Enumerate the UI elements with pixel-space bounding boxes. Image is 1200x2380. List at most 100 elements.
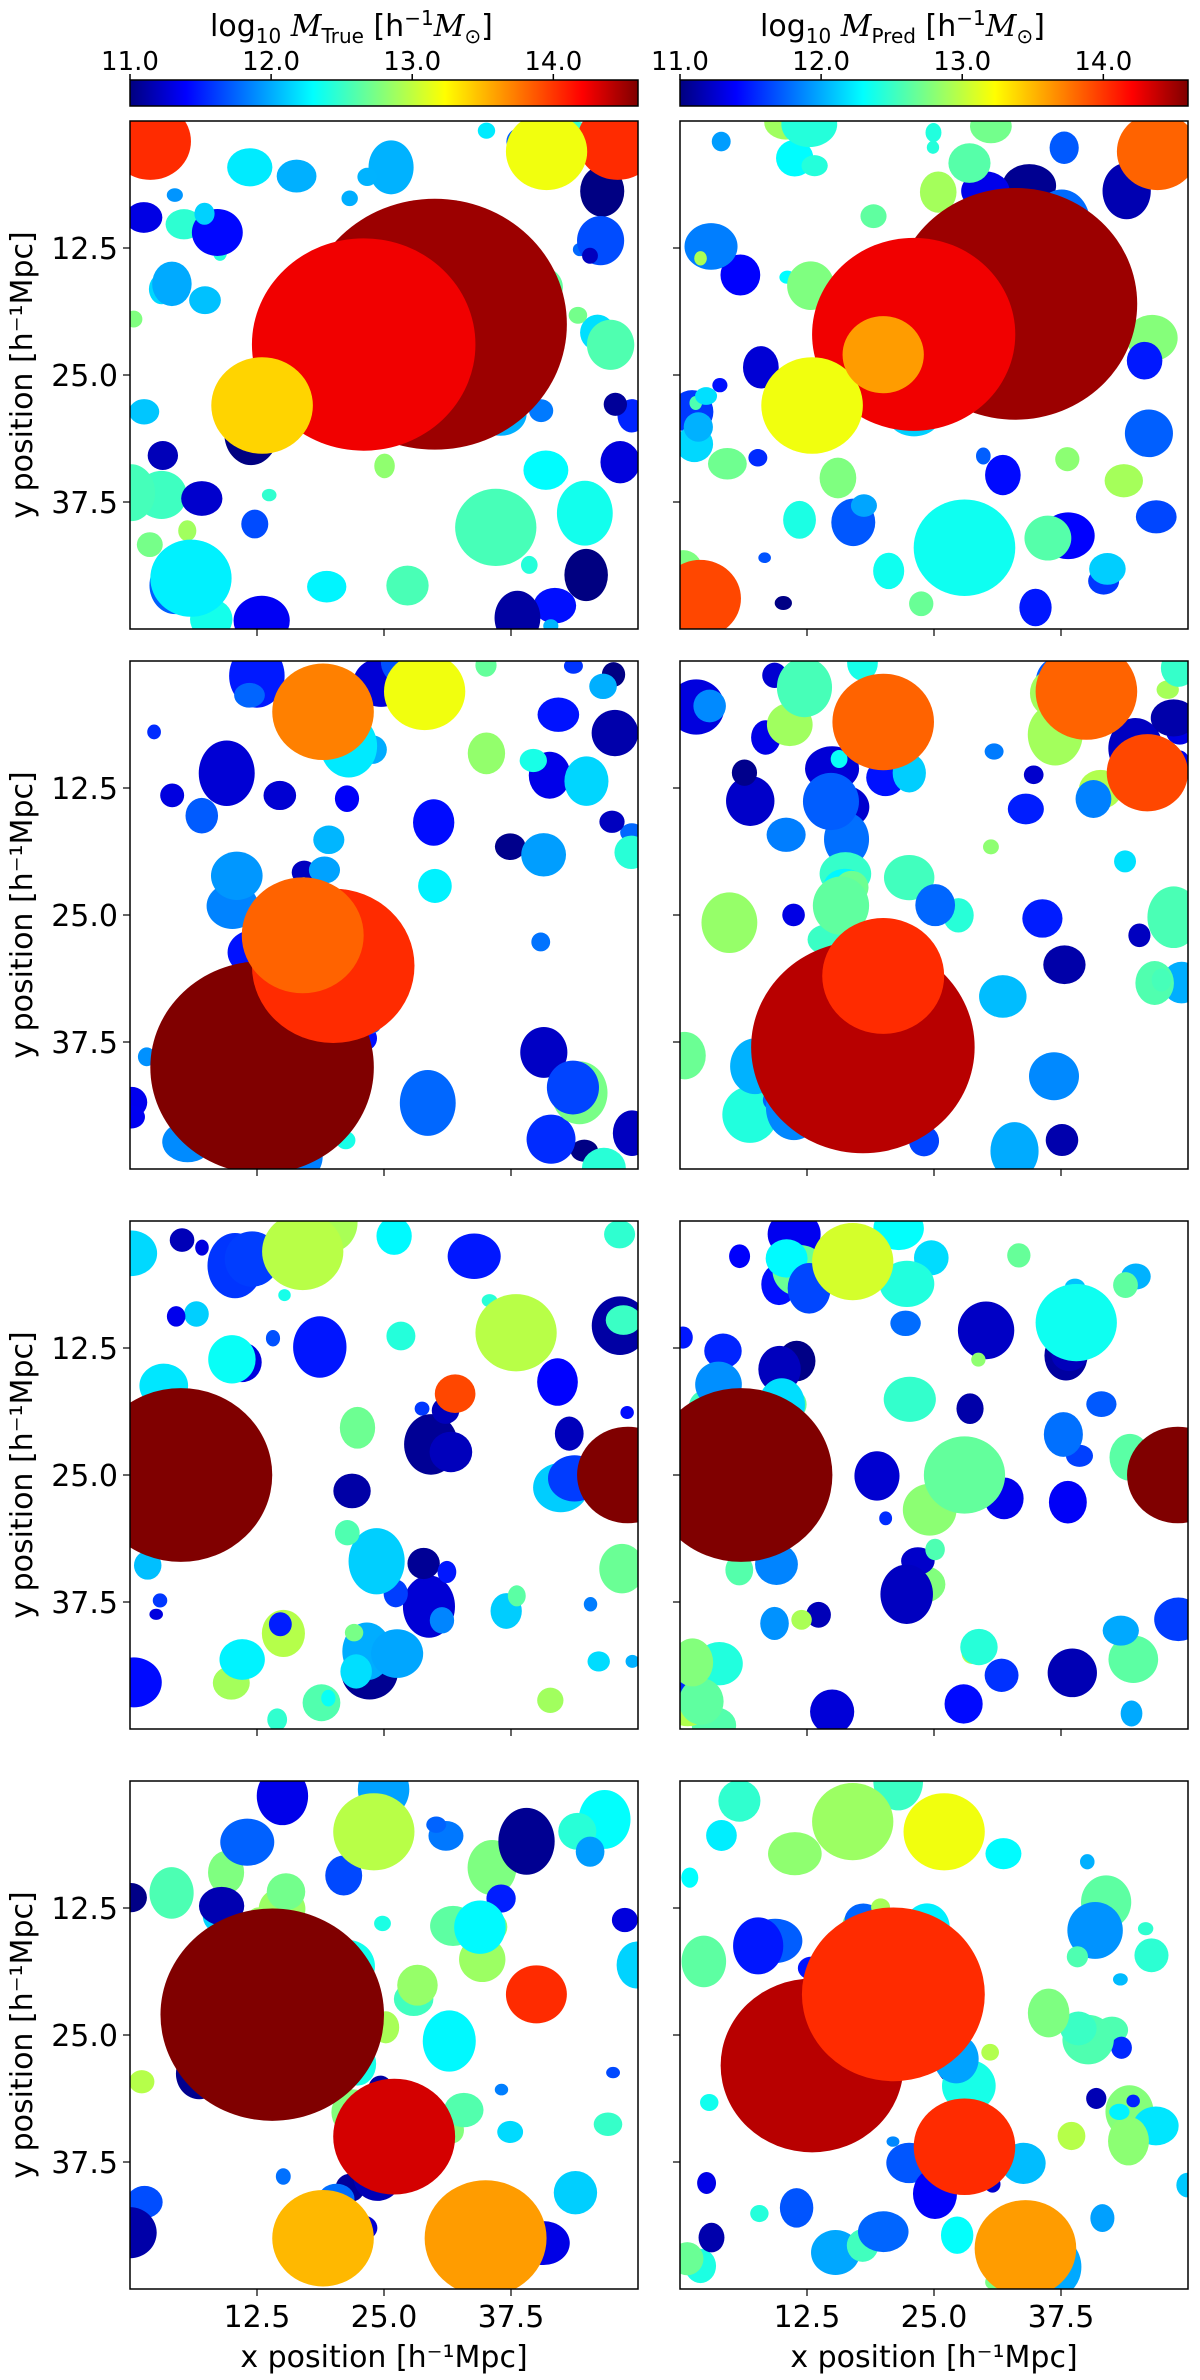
halo [1126, 2094, 1140, 2108]
halo [890, 1310, 921, 1337]
halo [429, 1431, 473, 1473]
halo [1112, 1973, 1128, 1986]
halo [857, 2211, 909, 2253]
halo [130, 1657, 162, 1708]
halo [531, 932, 551, 952]
halo [374, 453, 395, 479]
panel-row4-pred: 12.5 25.0 37.5 x position [h⁻¹Mpc] [673, 1780, 1189, 2375]
halo [444, 2092, 484, 2128]
halo [985, 454, 1021, 496]
halo [979, 975, 1027, 1018]
halo-major [211, 357, 313, 454]
halo [783, 500, 816, 539]
halo [1075, 780, 1112, 818]
halo [750, 2204, 769, 2223]
halo [760, 1606, 789, 1640]
halo [984, 743, 1004, 760]
panel-row3-true: 12.5 25.0 37.5 y position [h⁻¹Mpc] [5, 1220, 639, 1736]
halo [189, 286, 221, 315]
halo-major [974, 2200, 1077, 2289]
halo [266, 1873, 306, 1911]
halo [169, 1228, 195, 1252]
halo [1120, 1700, 1143, 1727]
halo [1024, 515, 1072, 561]
halo [591, 709, 638, 757]
y-tick-label: 12.5 [51, 772, 118, 807]
halo [983, 839, 999, 855]
halo [293, 1316, 347, 1378]
halo [152, 261, 192, 307]
panel-row4-true: 12.5 25.0 37.5 12.5 25.0 37.5 y position [h⁻¹M… [5, 1780, 639, 2375]
panel-row1-pred [673, 120, 1189, 636]
halo [194, 202, 215, 225]
halo [533, 587, 577, 624]
halo-major [822, 918, 945, 1034]
halo [605, 1305, 638, 1335]
halo [575, 1836, 605, 1867]
halo-major [903, 1793, 985, 1871]
halo [612, 1110, 638, 1156]
y-tick-label: 37.5 [51, 486, 118, 521]
halo [507, 1585, 526, 1607]
halo [1126, 341, 1163, 380]
halo [477, 122, 496, 139]
colorbar-tick-label: 14.0 [1074, 47, 1132, 77]
halo [1150, 699, 1188, 737]
halo [957, 1301, 1015, 1360]
halo [1022, 899, 1063, 938]
halo [210, 851, 263, 900]
halo [130, 2207, 157, 2259]
colorbar-tick-label: 12.0 [242, 47, 300, 77]
halo [234, 682, 265, 708]
halo [429, 1607, 455, 1634]
halo [830, 750, 848, 769]
halo [926, 140, 940, 154]
y-axis-label: y position [h⁻¹Mpc] [5, 771, 40, 1058]
halo [614, 835, 638, 870]
halo [149, 1867, 194, 1919]
y-tick-label: 37.5 [51, 1586, 118, 1621]
y-tick-label: 37.5 [51, 2146, 118, 2181]
halo [1086, 2087, 1107, 2109]
halo [371, 1629, 424, 1678]
halo [1045, 1123, 1079, 1157]
halo [698, 2222, 725, 2253]
x-tick-label: 37.5 [1028, 2300, 1095, 2335]
halo [810, 1689, 855, 1729]
colorbar-title-true: log10 MTrue [h−1M⊙] [210, 6, 493, 48]
y-tick-label: 25.0 [51, 359, 118, 394]
halo [437, 1560, 457, 1584]
x-tick-label: 12.5 [224, 2300, 291, 2335]
halo [940, 2216, 974, 2254]
halo [599, 1543, 638, 1594]
halo [1151, 968, 1172, 992]
x-tick-label: 37.5 [478, 2300, 545, 2335]
halo [166, 188, 183, 202]
halo [341, 190, 358, 207]
halo [700, 2093, 719, 2111]
halo [970, 121, 1012, 144]
colorbar-tick-label: 14.0 [524, 47, 582, 77]
halo [718, 1781, 761, 1822]
halo-major [333, 2078, 456, 2195]
halo-major [1116, 121, 1188, 191]
halo [307, 570, 347, 603]
halo [758, 552, 771, 564]
halo-major [455, 488, 537, 567]
halo [948, 143, 991, 183]
y-tick-label: 25.0 [51, 2019, 118, 2054]
halo [925, 123, 942, 143]
halo [261, 488, 277, 502]
halo [334, 1520, 360, 1546]
halo [620, 1405, 634, 1419]
halo [1108, 1635, 1159, 1683]
x-tick-label: 25.0 [351, 2300, 418, 2335]
halo [603, 392, 628, 416]
halo [407, 1547, 440, 1580]
halo [208, 1335, 256, 1384]
halo [1019, 588, 1052, 627]
halo [526, 1114, 576, 1164]
halo [1080, 1854, 1095, 1870]
halo [1160, 661, 1188, 687]
halo [681, 1935, 727, 1988]
